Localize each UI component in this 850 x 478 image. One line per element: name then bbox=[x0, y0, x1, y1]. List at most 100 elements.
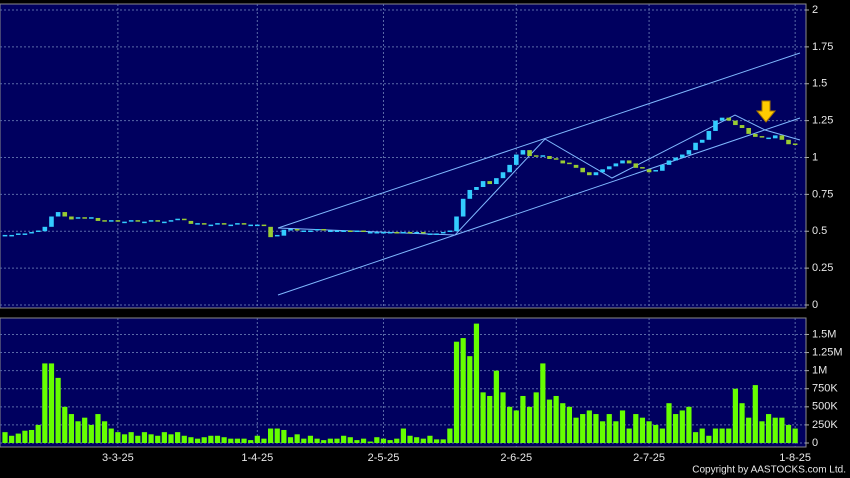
volume-bar bbox=[699, 428, 705, 443]
candle bbox=[434, 233, 439, 235]
copyright: Copyright by AASTOCKS.com Ltd. bbox=[692, 465, 846, 476]
volume-bar bbox=[268, 428, 274, 443]
volume-bar bbox=[148, 434, 154, 443]
candle bbox=[381, 231, 386, 234]
candle bbox=[706, 130, 712, 140]
grid-layer: 0 0.25 0.5 0.75 1 1.25 1.5 1.75 2 0 250K 500K 750K 1M… bbox=[0, 4, 843, 464]
candle bbox=[69, 216, 74, 220]
candle bbox=[248, 224, 253, 227]
candle bbox=[35, 230, 41, 232]
volume-bar bbox=[553, 395, 559, 443]
candle bbox=[255, 224, 260, 227]
candle bbox=[281, 229, 287, 236]
volume-bar bbox=[606, 414, 612, 443]
volume-bar bbox=[281, 429, 287, 443]
candle bbox=[507, 164, 512, 173]
trend-line bbox=[277, 117, 801, 296]
candle bbox=[75, 217, 81, 219]
candle bbox=[733, 120, 738, 126]
candle bbox=[779, 135, 785, 140]
trend-lines bbox=[277, 52, 801, 296]
candle bbox=[95, 217, 101, 221]
candle bbox=[115, 220, 121, 222]
candle bbox=[686, 150, 692, 155]
candle bbox=[387, 231, 393, 234]
candle bbox=[719, 117, 725, 121]
candle bbox=[474, 187, 479, 190]
volume-bar bbox=[766, 414, 772, 443]
x-tick-label: 1-8-25 bbox=[779, 452, 811, 464]
candle bbox=[626, 160, 632, 164]
candle bbox=[334, 230, 340, 232]
candle bbox=[646, 169, 652, 173]
volume-bar bbox=[712, 428, 719, 443]
candle bbox=[288, 229, 293, 231]
candle bbox=[261, 224, 267, 227]
candle bbox=[673, 157, 678, 161]
y-tick-label: 1.25M bbox=[812, 346, 843, 358]
x-tick-label: 2-6-25 bbox=[500, 452, 532, 464]
volume-bar bbox=[394, 438, 400, 443]
volume-bar bbox=[779, 417, 785, 443]
candle bbox=[29, 231, 34, 234]
candle bbox=[221, 223, 227, 225]
volume-bar bbox=[679, 410, 685, 443]
x-tick-label: 2-5-25 bbox=[368, 452, 400, 464]
volume-bar bbox=[374, 437, 380, 443]
candle bbox=[55, 212, 61, 217]
volume-bar bbox=[540, 363, 546, 443]
volume-bar bbox=[580, 414, 586, 443]
candle bbox=[540, 155, 546, 157]
candle bbox=[699, 139, 705, 143]
volume-bar bbox=[175, 432, 181, 443]
volume-bar bbox=[480, 392, 486, 443]
candle bbox=[587, 172, 592, 176]
volume-bar bbox=[68, 414, 74, 443]
candle bbox=[9, 234, 14, 237]
volume-bar bbox=[88, 424, 94, 443]
y-tick-label: 0.5 bbox=[812, 225, 827, 237]
volume-bar bbox=[619, 410, 626, 443]
candle bbox=[175, 218, 180, 221]
candle bbox=[108, 220, 114, 222]
volume-bar bbox=[360, 438, 367, 443]
volume-bar bbox=[420, 438, 426, 443]
candle bbox=[447, 230, 453, 232]
volume-bar bbox=[62, 406, 68, 443]
candle bbox=[487, 181, 493, 185]
candle bbox=[15, 233, 21, 235]
candle bbox=[401, 231, 406, 234]
y-tick-label: 1M bbox=[812, 365, 827, 377]
volume-bar bbox=[347, 437, 353, 443]
volume-bar bbox=[141, 432, 148, 443]
volume-bar bbox=[48, 363, 55, 443]
candle bbox=[753, 133, 758, 137]
volume-bar bbox=[686, 406, 692, 443]
volume-bar bbox=[460, 338, 466, 443]
candle bbox=[766, 137, 771, 140]
candle bbox=[440, 231, 446, 234]
candle bbox=[427, 233, 433, 235]
candle bbox=[42, 226, 48, 232]
volume-bar bbox=[427, 435, 433, 443]
x-tick-label: 2-7-25 bbox=[633, 452, 665, 464]
candle bbox=[188, 220, 194, 224]
y-tick-label: 0.75 bbox=[812, 188, 833, 200]
volume-bar bbox=[653, 424, 659, 443]
volume-bar bbox=[593, 414, 599, 443]
volume-bar bbox=[241, 438, 247, 443]
candle bbox=[454, 216, 459, 232]
candle bbox=[693, 142, 698, 151]
candle bbox=[82, 217, 87, 219]
price-panel bbox=[0, 3, 807, 309]
y-tick-label: 1.5M bbox=[812, 328, 836, 340]
y-tick-label: 1.75 bbox=[812, 41, 833, 53]
volume-bar bbox=[633, 414, 639, 443]
candle bbox=[128, 220, 134, 222]
candle bbox=[792, 143, 798, 145]
volume-bar bbox=[28, 429, 35, 443]
y-tick-label: 1.5 bbox=[812, 78, 827, 90]
candle bbox=[235, 223, 240, 225]
candle bbox=[480, 181, 486, 187]
volume-bar bbox=[573, 417, 579, 443]
